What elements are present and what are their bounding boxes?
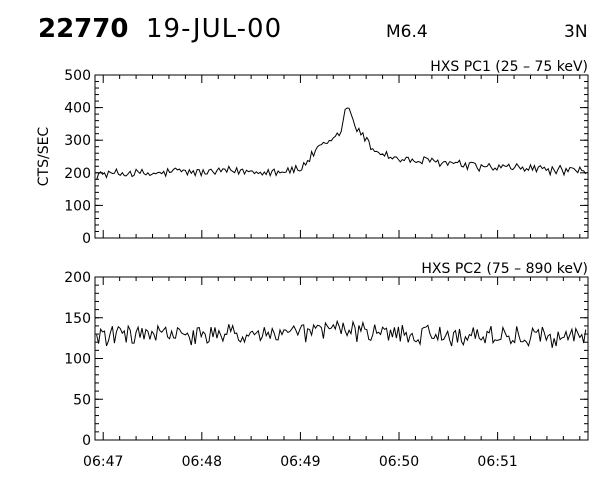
event-number: 22770 <box>38 14 129 44</box>
y-tick-label: 200 <box>64 270 91 286</box>
panel-title: HXS PC1 (25 – 75 keV) <box>430 59 588 75</box>
plot-frame-2 <box>94 276 589 441</box>
y-tick-label: 0 <box>82 433 91 449</box>
y-axis-label: CTS/SEC <box>36 127 52 187</box>
event-date: 19-JUL-00 <box>146 14 283 44</box>
y-tick-label: 400 <box>64 101 91 117</box>
series-line-2-1 <box>96 319 587 348</box>
x-tick-label: 06:49 <box>280 454 320 470</box>
plot-frame-1 <box>94 74 589 239</box>
y-tick-label: 50 <box>73 392 91 408</box>
location-label: 3N <box>564 22 588 42</box>
y-tick-label: 100 <box>64 198 91 214</box>
panel-title: HXS PC2 (75 – 890 keV) <box>421 261 588 277</box>
y-tick-label: 300 <box>64 133 91 149</box>
x-tick-label: 06:51 <box>477 454 517 470</box>
y-tick-label: 0 <box>82 231 91 247</box>
x-tick-label: 06:50 <box>379 454 419 470</box>
x-tick-label: 06:47 <box>83 454 123 470</box>
series-line-1-1 <box>96 107 587 180</box>
y-tick-label: 200 <box>64 166 91 182</box>
y-tick-label: 150 <box>64 311 91 327</box>
y-tick-label: 500 <box>64 68 91 84</box>
y-tick-label: 100 <box>64 352 91 368</box>
x-tick-label: 06:48 <box>182 454 222 470</box>
flare-class: M6.4 <box>386 22 428 42</box>
